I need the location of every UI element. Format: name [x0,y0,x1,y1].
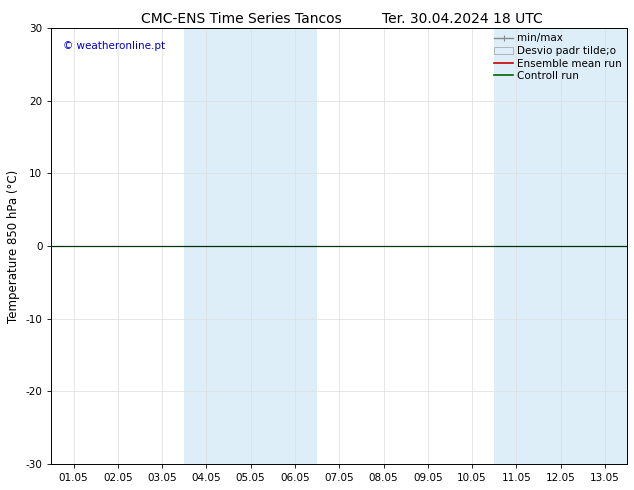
Text: CMC-ENS Time Series Tancos: CMC-ENS Time Series Tancos [141,12,341,26]
Bar [495,28,627,464]
Y-axis label: Temperature 850 hPa (°C): Temperature 850 hPa (°C) [7,170,20,323]
Text: © weatheronline.pt: © weatheronline.pt [63,41,165,51]
Legend: min/max, Desvio padr tilde;o, Ensemble mean run, Controll run: min/max, Desvio padr tilde;o, Ensemble m… [492,31,624,83]
Bar [184,28,317,464]
Text: Ter. 30.04.2024 18 UTC: Ter. 30.04.2024 18 UTC [382,12,543,26]
